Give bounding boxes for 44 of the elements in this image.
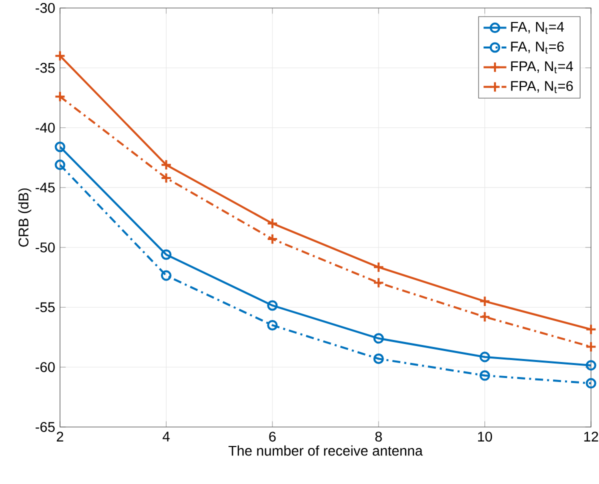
point <box>160 270 172 281</box>
legend-label: FA, N$_{t}$=4 <box>511 22 564 34</box>
point <box>479 311 490 323</box>
legend-label: FPA, N$_{t}$=6 <box>511 81 573 94</box>
y-tick-label: -35 <box>36 62 55 73</box>
point <box>267 300 278 311</box>
y-axis-title: CRB (dB) <box>18 188 32 247</box>
x-axis-title: The number of receive antenna <box>228 445 423 456</box>
point <box>54 50 66 62</box>
y-tick-label: -60 <box>36 362 55 372</box>
point <box>160 159 172 170</box>
point <box>54 90 66 102</box>
y-tick-label: -45 <box>36 182 55 192</box>
point <box>585 341 597 352</box>
point <box>373 333 384 344</box>
point <box>266 218 278 230</box>
y-tick-label: -40 <box>36 122 55 133</box>
point <box>585 324 597 336</box>
point <box>372 277 384 288</box>
point <box>54 142 66 152</box>
point <box>372 262 384 273</box>
point <box>586 360 596 371</box>
point <box>479 296 490 307</box>
y-tick-label: -55 <box>36 302 55 312</box>
point <box>373 353 384 364</box>
point <box>160 249 172 260</box>
point <box>586 378 596 389</box>
legend-label: FPA, N$_{t}$=4 <box>511 61 574 74</box>
x-tick-label: 10 <box>478 432 492 442</box>
y-tick-label: -50 <box>36 242 55 252</box>
point <box>267 320 278 330</box>
point <box>480 370 490 381</box>
x-tick-label: 2 <box>56 432 64 442</box>
point <box>54 160 66 170</box>
point <box>160 172 172 184</box>
legend-label: FA, N$_{t}$=6 <box>511 42 564 54</box>
x-tick-label: 6 <box>269 432 276 442</box>
x-tick-label: 12 <box>584 432 598 442</box>
y-tick-label: -30 <box>36 3 55 13</box>
x-tick-label: 8 <box>375 432 382 442</box>
point <box>266 233 278 245</box>
y-tick-label: -65 <box>36 422 55 432</box>
x-tick-label: 4 <box>162 432 170 442</box>
point <box>480 352 490 362</box>
